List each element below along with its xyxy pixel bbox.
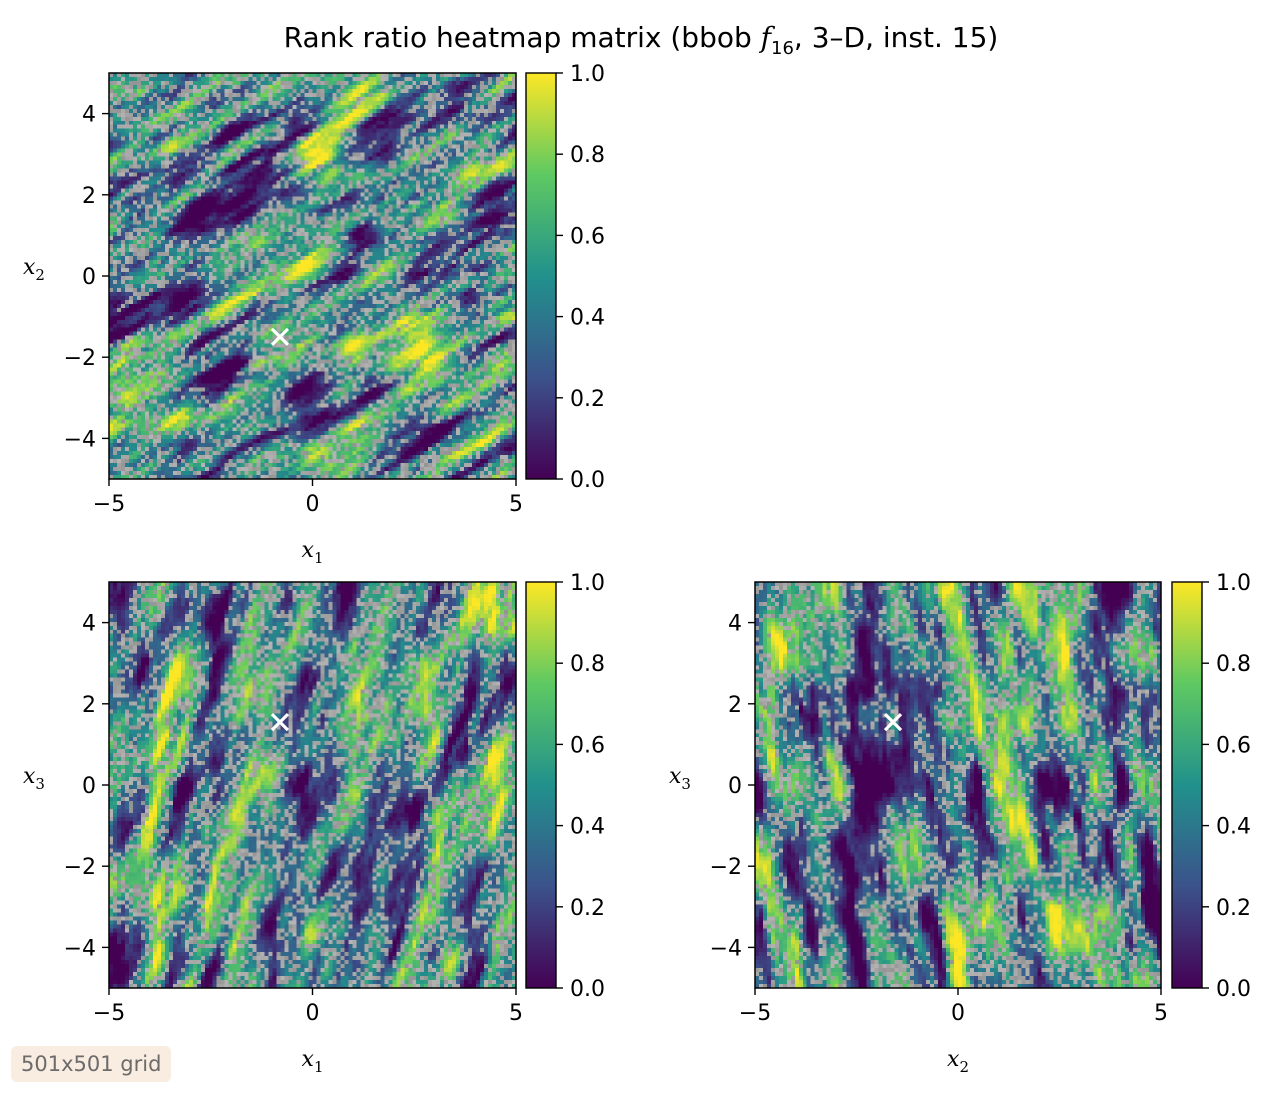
colorbar-tick-label: 0.2 [1216,896,1251,921]
y-tick-label: −4 [64,936,96,961]
colorbar-tick-label: 0.8 [1216,652,1251,677]
colorbar-tick-label: 0.2 [570,896,605,921]
colorbar-tick-label: 0.4 [1216,815,1251,840]
y-axis-label: x3 [23,764,45,793]
y-tick-label: 0 [82,265,96,290]
x-axis-label: x1 [302,1047,324,1076]
x-tick-label: −5 [93,1001,125,1026]
heatmap-panel-2: −5 0 5 −4 −2 0 2 4 x1 x3 0.0 0.2 0.4 0.6 0.8 1.0 [23,571,605,1076]
heatmap-panel-1: −5 0 5 −4 −2 0 2 4 x1 x2 0.0 0.2 0.4 0.6 0.8 1.0 [23,62,605,567]
x-tick-label: 0 [306,1001,320,1026]
colorbar-tick-label: 0.4 [570,815,605,840]
optimum-marker [883,712,903,732]
y-tick-label: 2 [82,693,96,718]
x-tick-label: 0 [951,1001,965,1026]
optimum-marker [270,712,290,732]
colorbar-tick-label: 0.0 [570,977,605,1002]
colorbar-tick-label: 1.0 [570,62,605,87]
x-tick-label: 0 [306,492,320,517]
colorbar: 0.0 0.2 0.4 0.6 0.8 1.0 [1171,571,1251,1002]
y-tick-label: 0 [82,774,96,799]
y-tick-label: 2 [82,184,96,209]
colorbar-tick-label: 0.2 [570,387,605,412]
x-axis-label: x1 [302,538,324,567]
heatmap-panel-3: −5 0 5 −4 −2 0 2 4 x2 x3 0.0 0.2 0.4 0.6 0.8 1.0 [669,571,1251,1076]
y-axis-label: x3 [669,764,691,793]
colorbar-tick-label: 0.6 [570,733,605,758]
optimum-marker [270,327,290,347]
y-tick-label: 2 [728,693,742,718]
x-tick-label: −5 [739,1001,771,1026]
colorbar: 0.0 0.2 0.4 0.6 0.8 1.0 [525,571,605,1002]
colorbar-tick-label: 0.6 [570,224,605,249]
y-tick-label: 0 [728,774,742,799]
y-tick-label: 4 [82,103,96,128]
heatmap-image [109,582,516,988]
x-tick-label: 5 [509,1001,523,1026]
heatmap-image [755,582,1161,988]
x-tick-label: 5 [509,492,523,517]
y-axis-label: x2 [23,255,45,284]
colorbar-tick-label: 0.6 [1216,733,1251,758]
colorbar-gradient [525,581,557,989]
colorbar-tick-label: 0.0 [570,468,605,493]
y-tick-label: −4 [64,427,96,452]
colorbar-gradient [1171,581,1203,989]
colorbar-gradient [525,72,557,480]
y-tick-label: −4 [710,936,742,961]
colorbar: 0.0 0.2 0.4 0.6 0.8 1.0 [525,62,605,493]
colorbar-tick-label: 1.0 [1216,571,1251,596]
colorbar-tick-label: 0.4 [570,306,605,331]
x-tick-label: −5 [93,492,125,517]
x-tick-label: 5 [1154,1001,1168,1026]
colorbar-tick-label: 0.0 [1216,977,1251,1002]
y-tick-label: 4 [82,612,96,637]
y-tick-label: −2 [64,346,96,371]
heatmap-image [109,73,516,479]
y-tick-label: −2 [710,855,742,880]
colorbar-tick-label: 1.0 [570,571,605,596]
y-tick-label: −2 [64,855,96,880]
figure-title: Rank ratio heatmap matrix (bbob f16, 3–D… [284,21,999,59]
x-axis-label: x2 [947,1047,969,1076]
grid-size-badge: 501x501 grid [11,1046,172,1082]
y-tick-label: 4 [728,612,742,637]
colorbar-tick-label: 0.8 [570,143,605,168]
colorbar-tick-label: 0.8 [570,652,605,677]
